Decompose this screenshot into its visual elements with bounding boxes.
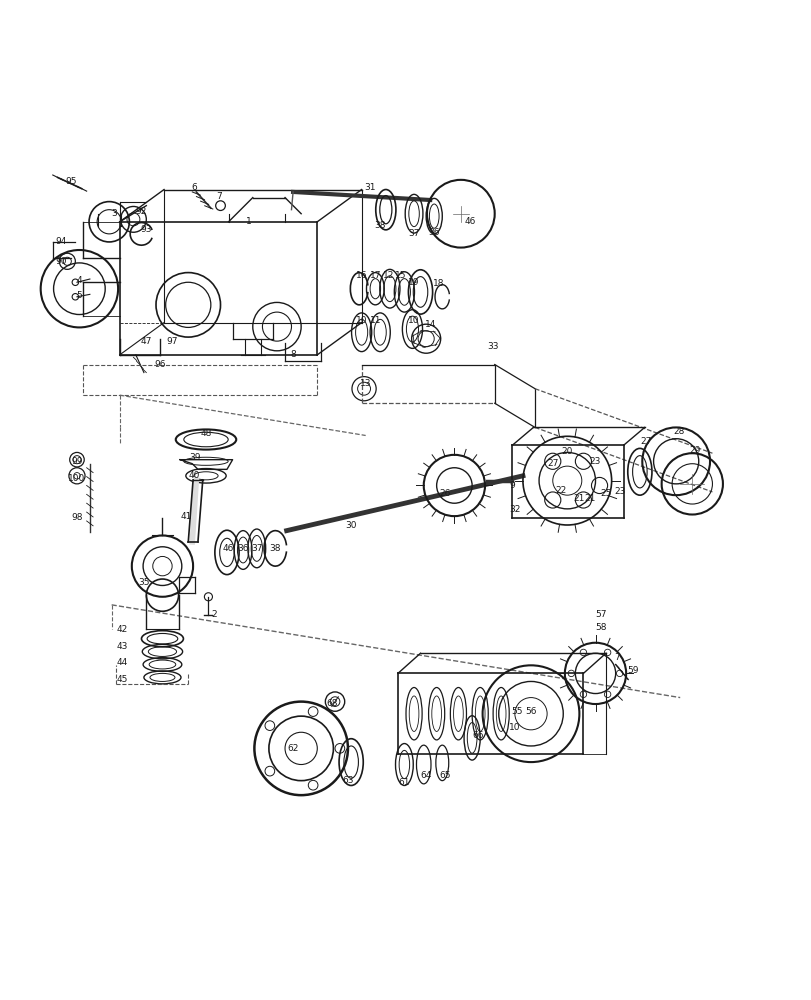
Text: 29: 29 — [689, 446, 700, 455]
Text: 40: 40 — [189, 471, 200, 480]
Text: 61: 61 — [398, 778, 410, 787]
Text: 55: 55 — [511, 707, 522, 716]
Text: 5: 5 — [76, 291, 82, 300]
Text: 27: 27 — [640, 437, 651, 446]
Text: 18: 18 — [432, 279, 444, 288]
Text: 23: 23 — [613, 487, 624, 496]
Text: 6: 6 — [191, 183, 197, 192]
Text: 13: 13 — [359, 379, 371, 388]
Text: 8: 8 — [290, 350, 295, 359]
Text: 92: 92 — [135, 207, 147, 216]
Text: 9: 9 — [509, 481, 515, 490]
Text: 68: 68 — [326, 699, 337, 708]
Text: 15: 15 — [395, 271, 406, 280]
Text: 28: 28 — [672, 427, 684, 436]
Text: 97: 97 — [166, 337, 178, 346]
Text: 62: 62 — [287, 744, 298, 753]
Text: 46: 46 — [223, 544, 234, 553]
Text: 12: 12 — [382, 271, 393, 280]
Text: 19: 19 — [408, 278, 419, 287]
Text: 32: 32 — [508, 505, 520, 514]
Text: 10: 10 — [508, 723, 520, 732]
Text: 37: 37 — [408, 229, 419, 238]
Text: 4: 4 — [76, 276, 82, 285]
Text: 96: 96 — [154, 360, 165, 369]
Text: 45: 45 — [116, 675, 127, 684]
Text: 20: 20 — [561, 447, 573, 456]
Text: 33: 33 — [487, 342, 498, 351]
Text: 17: 17 — [369, 271, 380, 280]
Text: 46: 46 — [464, 217, 475, 226]
Text: 14: 14 — [424, 320, 436, 329]
Text: 36: 36 — [428, 228, 440, 237]
Text: 59: 59 — [627, 666, 638, 675]
Text: 36: 36 — [237, 544, 248, 553]
Text: 100: 100 — [68, 474, 85, 483]
Text: 26: 26 — [439, 489, 450, 498]
Text: 35: 35 — [138, 578, 149, 587]
Text: 65: 65 — [439, 771, 450, 780]
Text: 10: 10 — [355, 316, 367, 325]
Text: 44: 44 — [116, 658, 127, 667]
Text: 7: 7 — [216, 192, 221, 201]
Text: 7: 7 — [614, 653, 620, 662]
Text: 2: 2 — [211, 610, 217, 619]
Text: 57: 57 — [594, 610, 606, 619]
Text: 99: 99 — [71, 457, 83, 466]
Text: 43: 43 — [116, 642, 127, 651]
Text: 38: 38 — [269, 544, 281, 553]
Text: 42: 42 — [116, 625, 127, 634]
Text: 22: 22 — [555, 486, 566, 495]
Text: 98: 98 — [71, 513, 83, 522]
Text: 11: 11 — [369, 316, 380, 325]
Text: 95: 95 — [66, 177, 77, 186]
Text: 66: 66 — [472, 731, 483, 740]
Text: 58: 58 — [594, 623, 606, 632]
Text: 39: 39 — [189, 453, 200, 462]
Text: 47: 47 — [140, 337, 152, 346]
Text: 93: 93 — [140, 225, 152, 234]
Text: 30: 30 — [345, 521, 357, 530]
Text: 16: 16 — [355, 271, 367, 280]
Text: 10: 10 — [408, 316, 419, 325]
Text: 21: 21 — [573, 494, 585, 503]
Text: 3: 3 — [111, 209, 117, 218]
Text: 21: 21 — [583, 494, 594, 503]
Text: 48: 48 — [200, 429, 212, 438]
Text: 23: 23 — [589, 457, 600, 466]
Text: 38: 38 — [374, 221, 385, 230]
Text: 31: 31 — [363, 183, 375, 192]
Text: 63: 63 — [341, 776, 354, 785]
Text: 27: 27 — [547, 459, 558, 468]
Text: 90: 90 — [55, 257, 67, 266]
Text: 25: 25 — [599, 489, 611, 498]
Text: 94: 94 — [55, 237, 67, 246]
Text: 37: 37 — [251, 544, 262, 553]
Text: 41: 41 — [181, 512, 192, 521]
Text: 56: 56 — [525, 707, 536, 716]
Text: 64: 64 — [420, 771, 431, 780]
Text: 1: 1 — [246, 217, 251, 226]
